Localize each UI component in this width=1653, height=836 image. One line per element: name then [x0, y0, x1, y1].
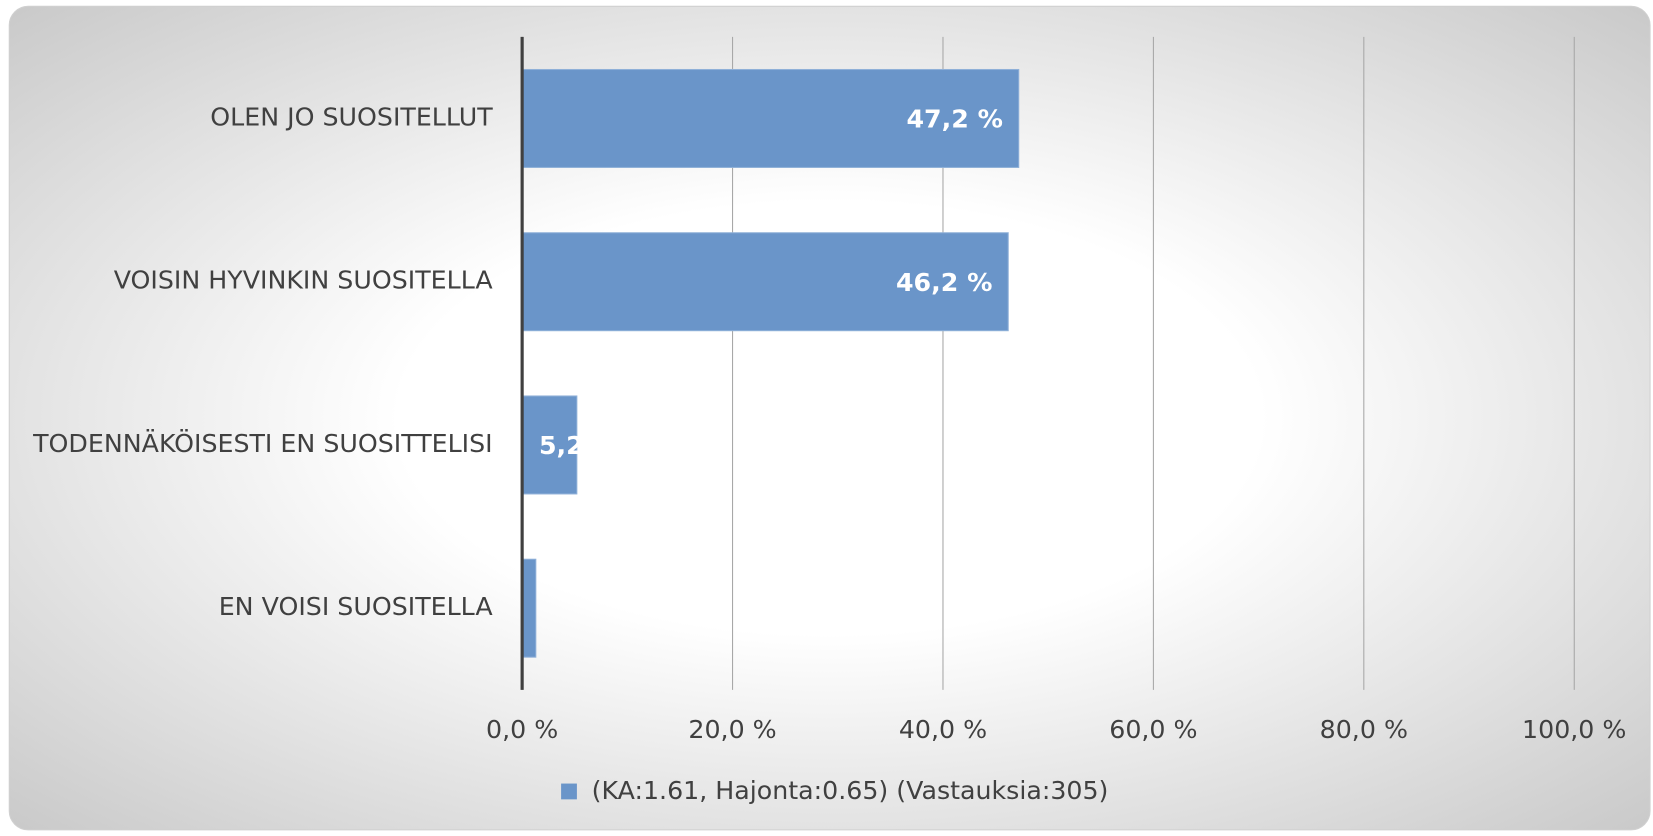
data-label: 46,2 %: [896, 268, 992, 297]
x-tick-label: 100,0 %: [1522, 715, 1626, 744]
data-label: 47,2 %: [906, 105, 1002, 134]
legend-swatch: [561, 783, 577, 800]
category-label: TODENNÄKÖISESTI EN SUOSITTELISI: [32, 429, 493, 458]
bar: [521, 558, 537, 658]
bar: [521, 395, 578, 495]
x-tick-label: 60,0 %: [1109, 715, 1197, 744]
x-tick-label: 40,0 %: [899, 715, 987, 744]
data-label: 5,2: [539, 431, 584, 460]
chart-background: [8, 5, 1651, 831]
x-tick-label: 0,0 %: [486, 715, 558, 744]
bar: [521, 68, 1020, 168]
x-tick-label: 20,0 %: [688, 715, 776, 744]
category-label: OLEN JO SUOSITELLUT: [210, 102, 493, 131]
legend-label: (KA:1.61, Hajonta:0.65) (Vastauksia:305): [592, 776, 1109, 805]
category-label: VOISIN HYVINKIN SUOSITELLA: [114, 266, 494, 295]
bar: [521, 232, 1009, 332]
x-tick-label: 80,0 %: [1320, 715, 1408, 744]
category-label: EN VOISI SUOSITELLA: [219, 592, 494, 621]
bars: 47,2 % 46,2 % 5,2: [521, 68, 1020, 658]
